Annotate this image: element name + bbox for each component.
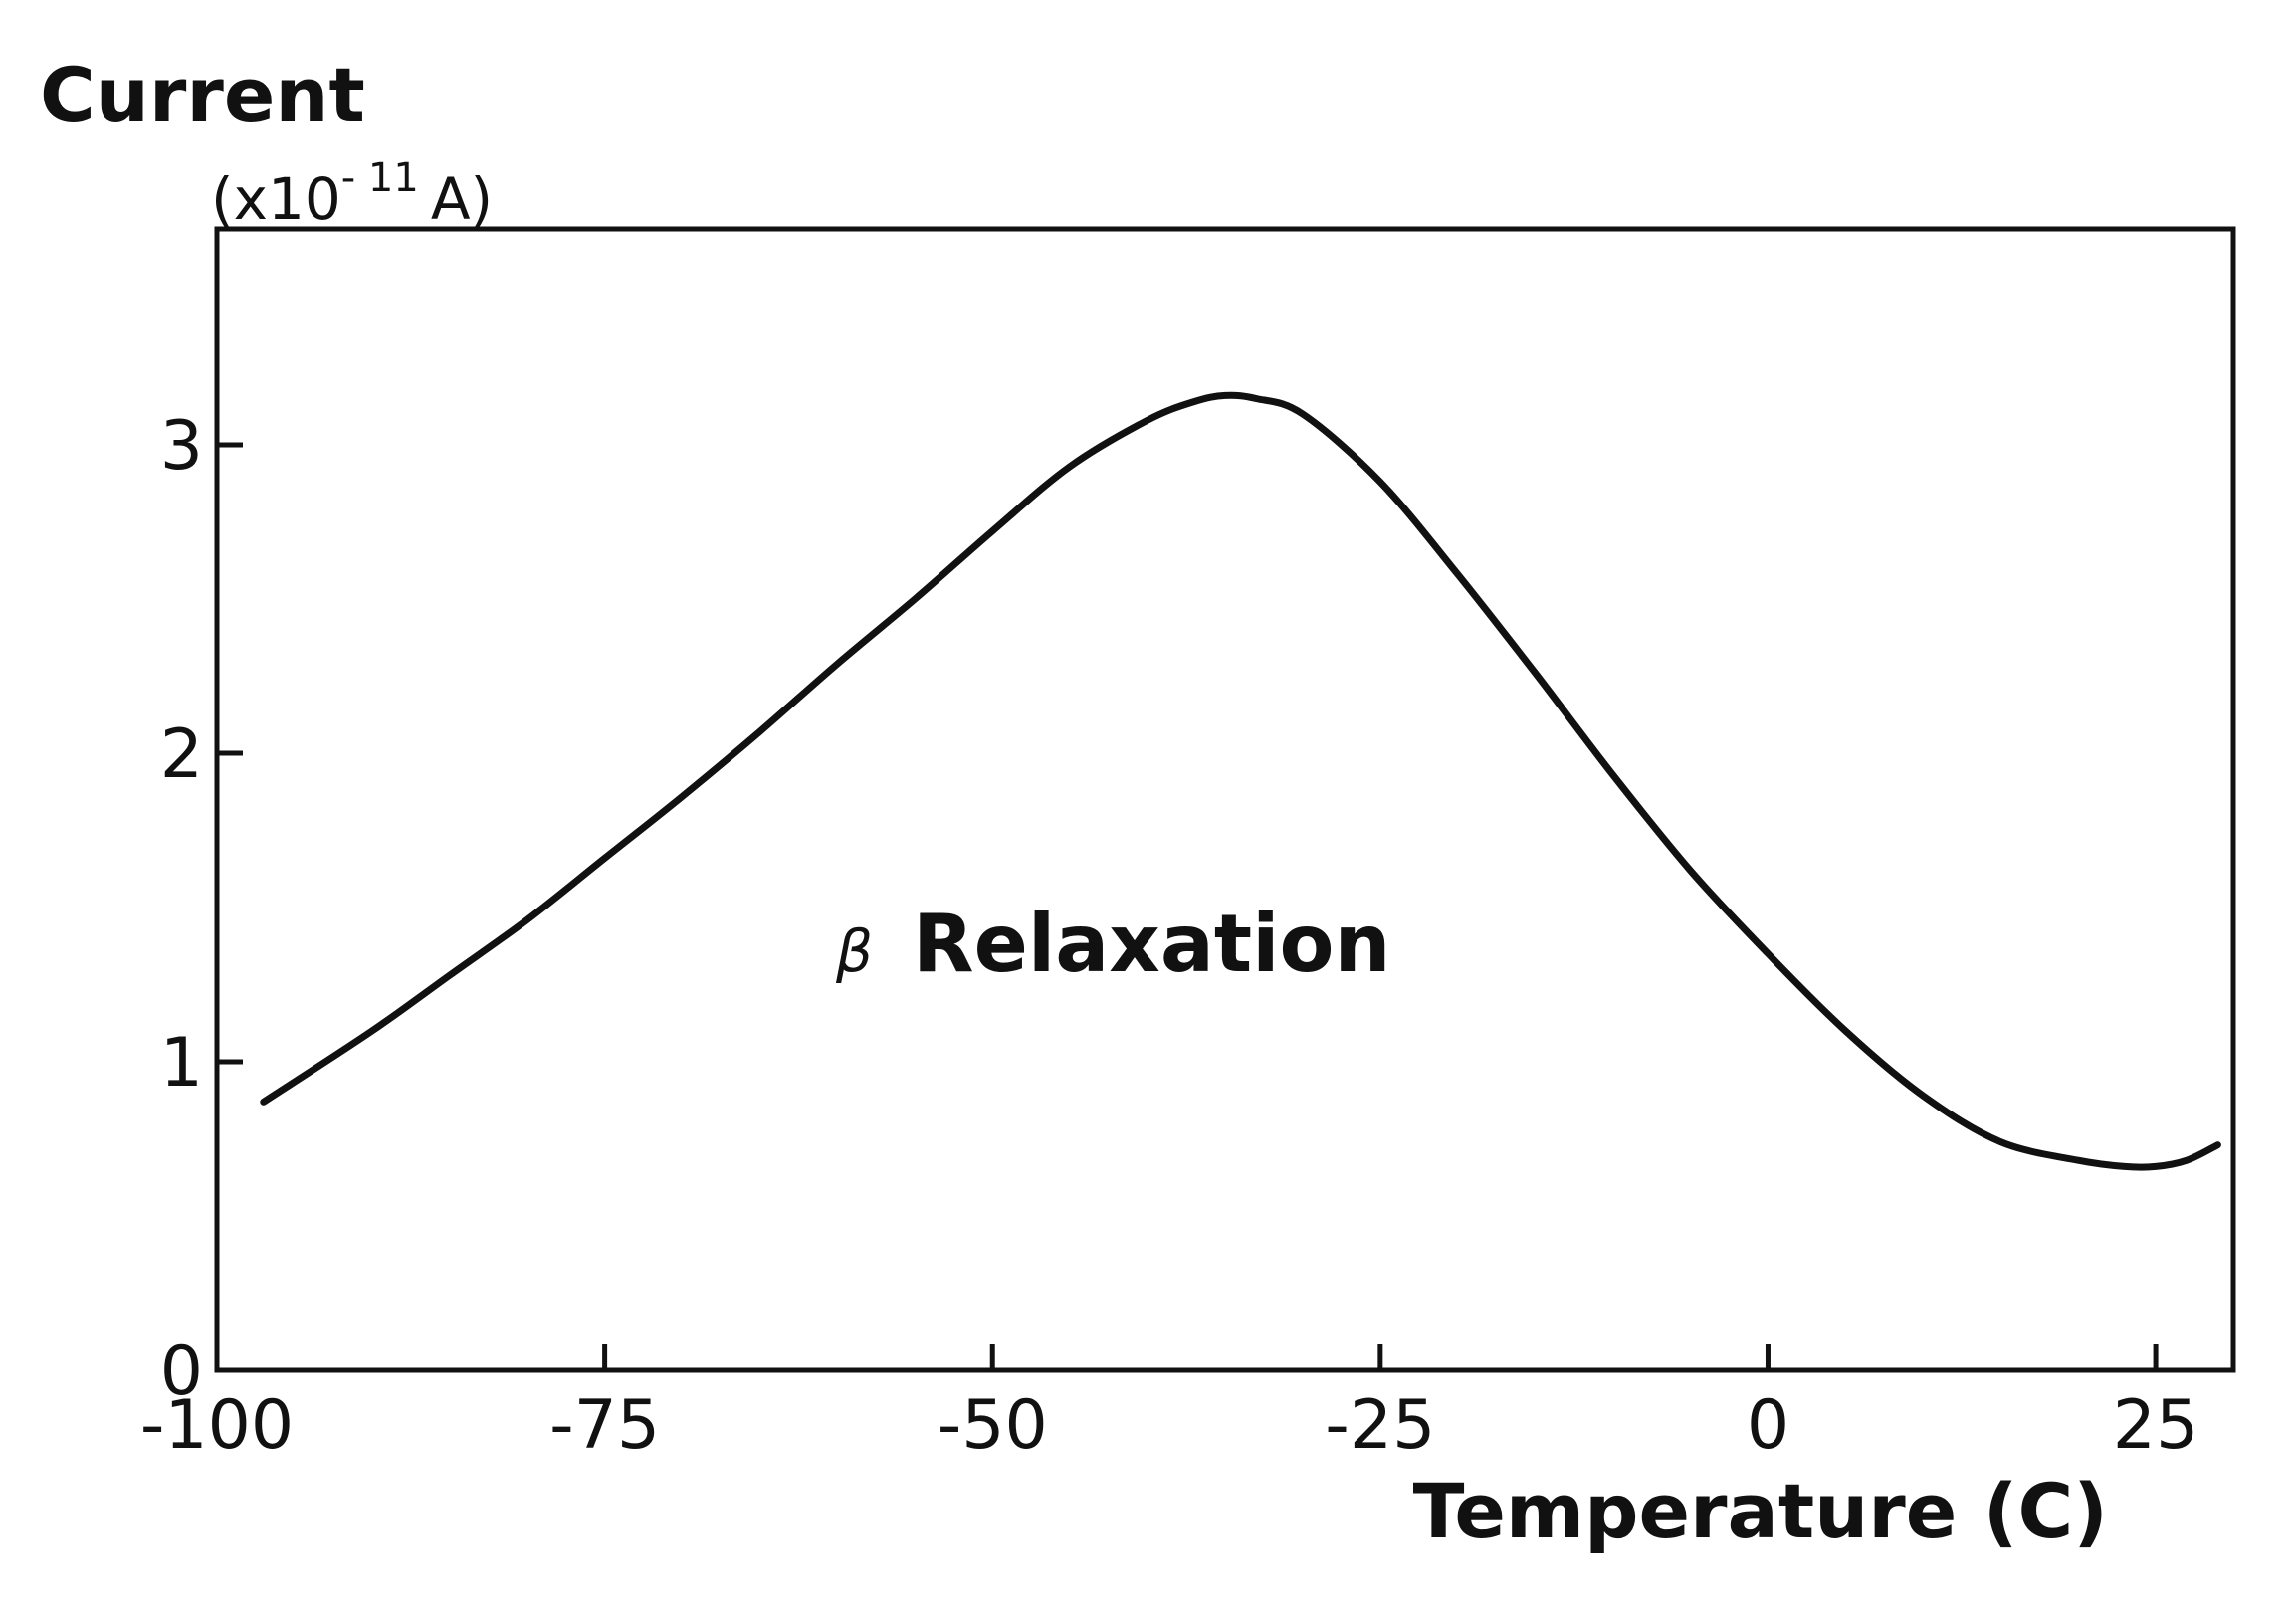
- x-tick-label: 0: [1747, 1386, 1789, 1465]
- data-point: [1191, 399, 1197, 405]
- y-tick-label: 0: [160, 1332, 203, 1411]
- data-point: [1766, 951, 1772, 957]
- series-line-current: [260, 391, 2221, 1171]
- data-point: [1610, 772, 1616, 778]
- data-point: [447, 972, 453, 978]
- data-point: [1533, 670, 1539, 676]
- y-tick-label: 3: [160, 407, 203, 486]
- annotation-text: Relaxation: [913, 898, 1390, 990]
- data-point: [1455, 571, 1461, 577]
- data-point: [1067, 464, 1073, 470]
- x-tick-label: -100: [140, 1386, 294, 1465]
- y-tick-label: 1: [160, 1024, 203, 1103]
- data-point: [1222, 392, 1228, 398]
- data-point: [1145, 417, 1150, 423]
- data-point: [602, 855, 608, 861]
- data-point: [989, 528, 995, 534]
- data-point: [2184, 1157, 2190, 1163]
- x-tick-label: 25: [2113, 1386, 2199, 1465]
- y-axis-unit-suffix: A): [431, 165, 493, 233]
- y-tick-label: 2: [160, 715, 203, 794]
- x-tick-label: -50: [938, 1386, 1048, 1465]
- data-point: [261, 1099, 267, 1105]
- data-point: [1253, 396, 1259, 402]
- y-ticks: 0 1 2 3: [160, 407, 243, 1411]
- data-point: [1997, 1139, 2003, 1145]
- data-point: [369, 1028, 375, 1034]
- data-point: [1300, 411, 1306, 417]
- data-point: [2214, 1142, 2220, 1148]
- x-axis-title: Temperature (C): [1413, 1467, 2108, 1555]
- plot-frame: [214, 226, 2236, 1373]
- data-point: [1688, 868, 1694, 874]
- data-point: [2153, 1163, 2159, 1169]
- data-point: [1920, 1093, 1926, 1099]
- data-point: [2122, 1163, 2128, 1169]
- y-axis-unit: (x10- 11 A): [211, 155, 493, 233]
- y-axis-unit-exponent: - 11: [341, 155, 419, 201]
- x-ticks: -100 -75 -50 -25 0 25: [140, 1344, 2199, 1465]
- data-point: [1377, 479, 1383, 485]
- x-tick-label: -75: [549, 1386, 660, 1465]
- series-points: [261, 392, 2221, 1169]
- data-point: [2075, 1157, 2081, 1163]
- y-axis-title: Current: [40, 51, 365, 139]
- data-point: [757, 728, 763, 734]
- data-point: [912, 596, 918, 602]
- data-point: [1842, 1028, 1848, 1034]
- data-point: [524, 916, 530, 922]
- data-point: [834, 661, 840, 667]
- data-point: [680, 793, 686, 799]
- annotation-symbol: β: [835, 917, 873, 985]
- y-axis-unit-base: (x10: [211, 165, 341, 233]
- beta-relaxation-annotation: β Relaxation: [835, 898, 1390, 990]
- x-tick-label: -25: [1325, 1386, 1435, 1465]
